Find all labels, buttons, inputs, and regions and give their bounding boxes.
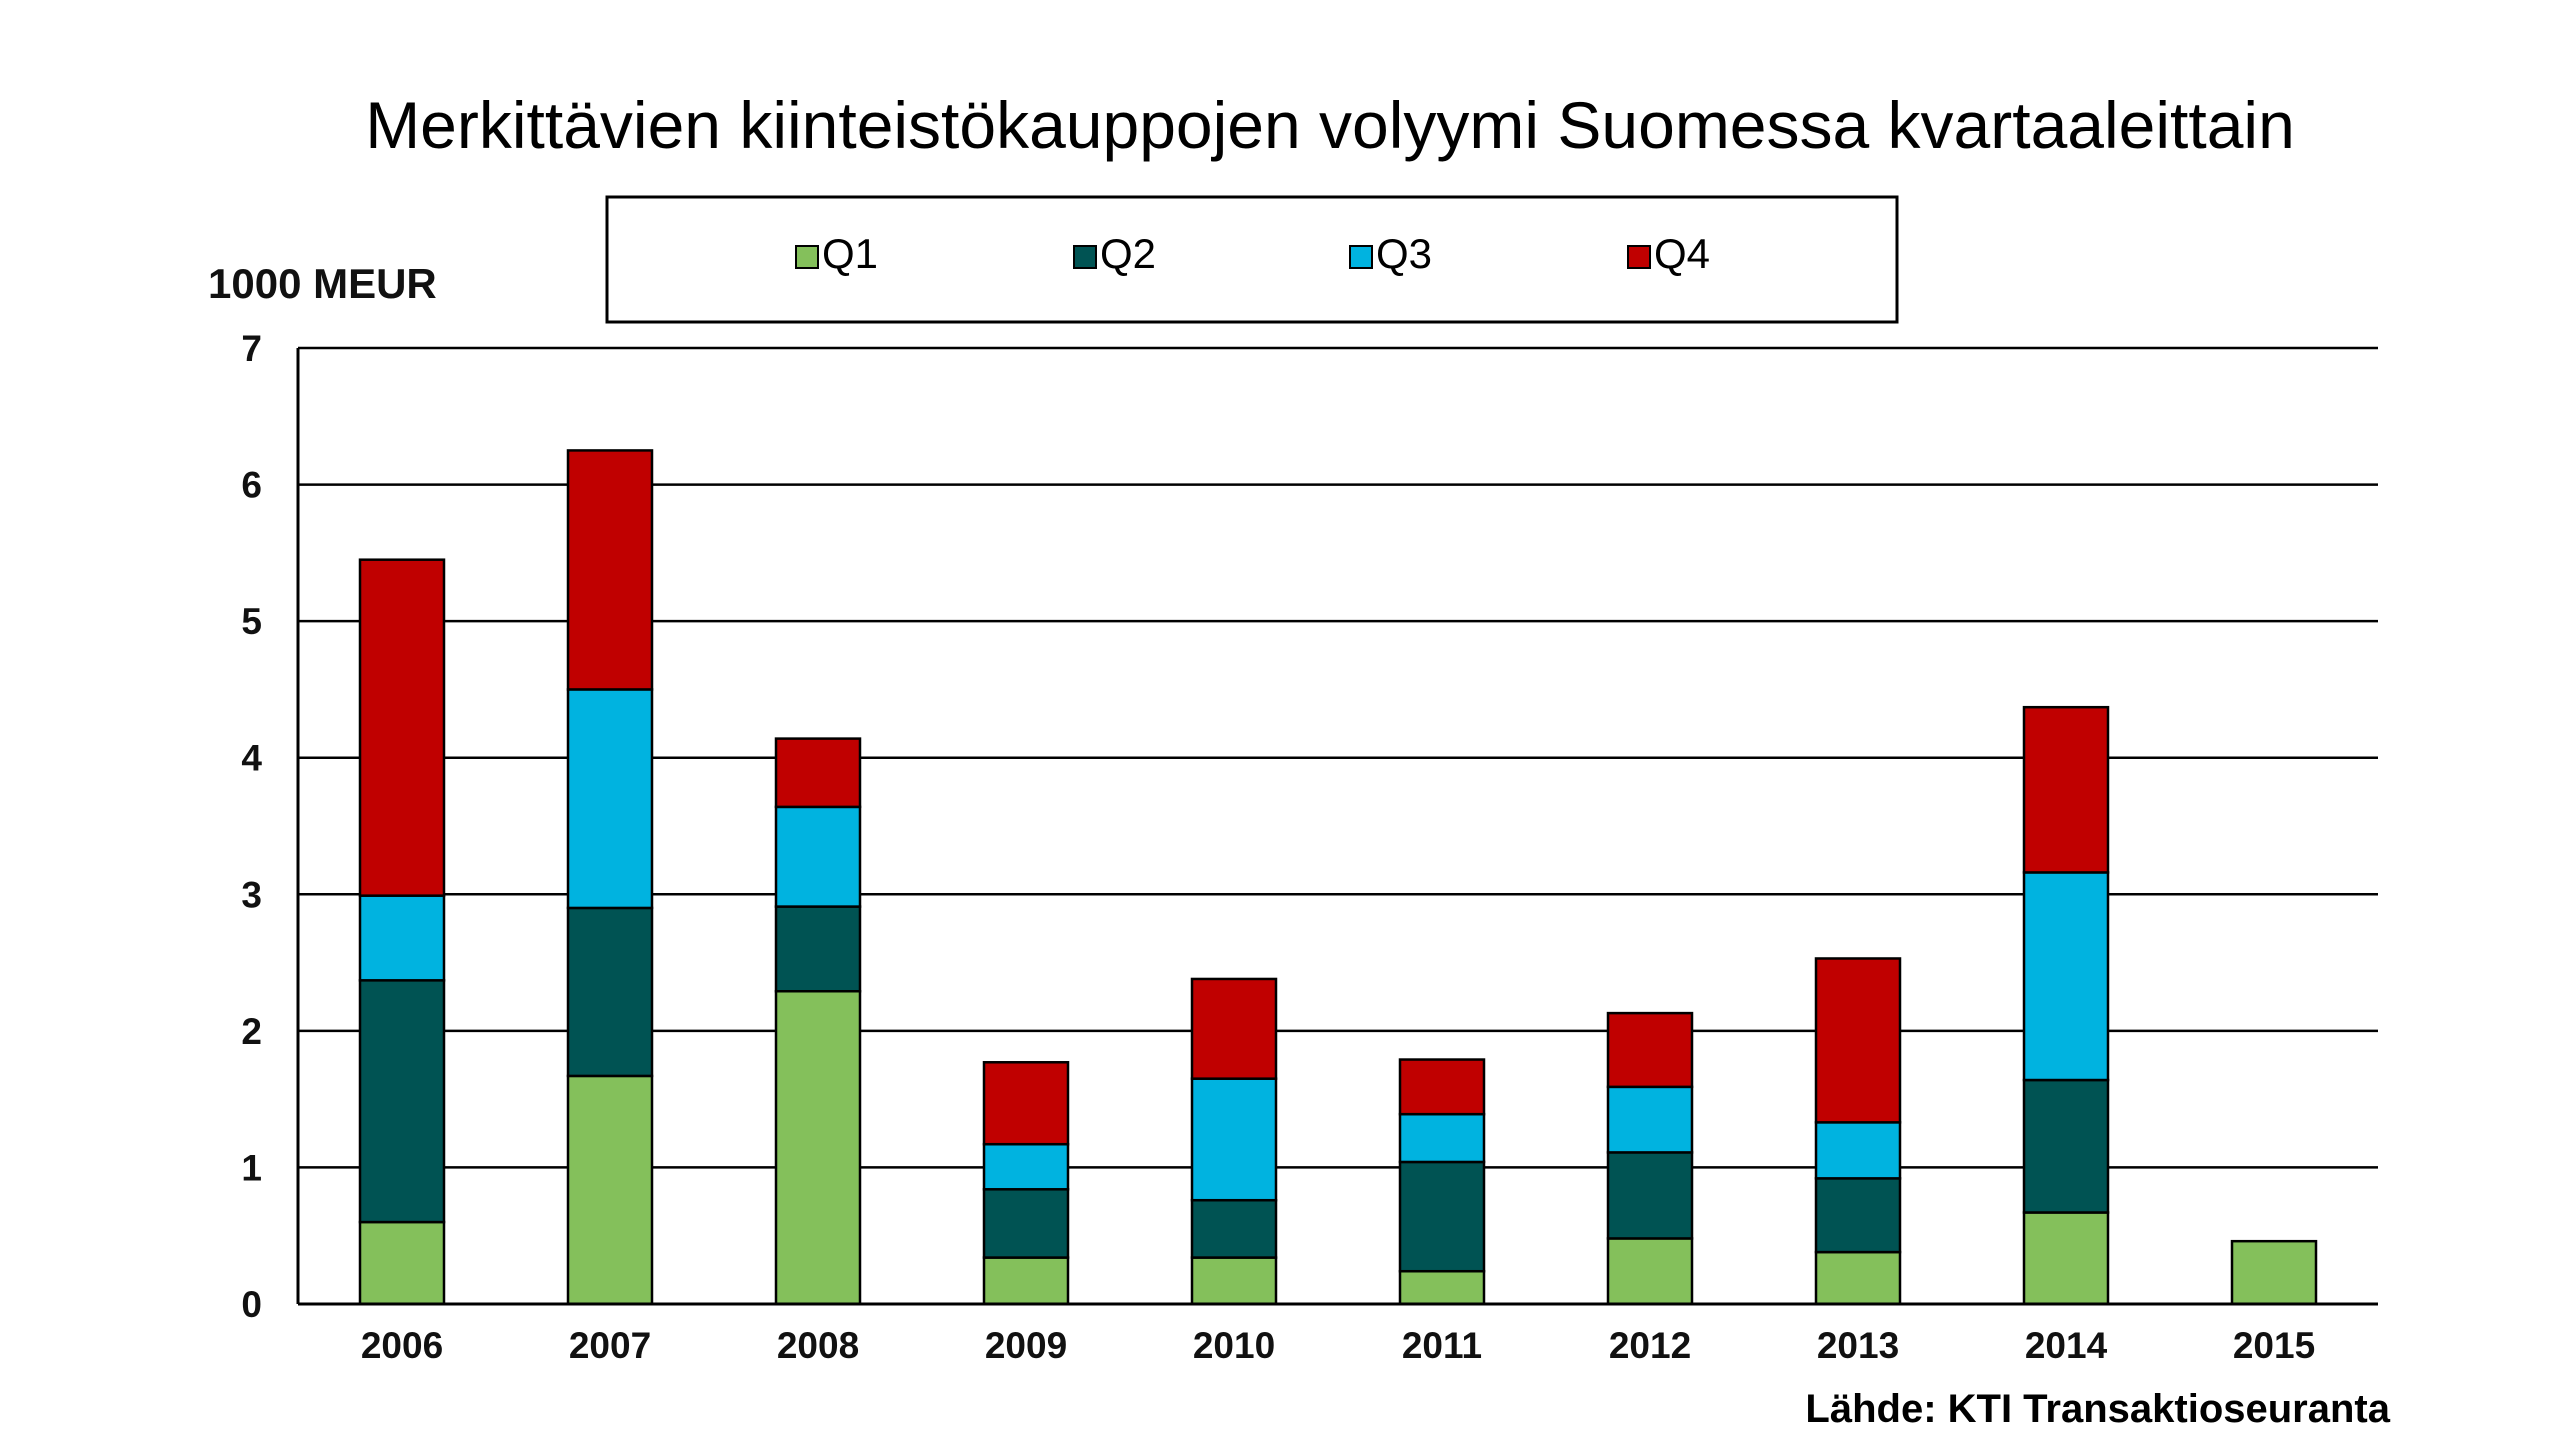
bar-segment-q2-2012 [1606, 1151, 1694, 1240]
legend-label-q2: Q2 [1100, 230, 1156, 277]
legend-swatch-q1 [795, 245, 819, 269]
y-tick-label: 1 [241, 1147, 262, 1188]
bar-segment-q3-2008 [774, 805, 862, 908]
bar-segment-q4-2008 [774, 737, 862, 809]
source-note: Lähde: KTI Transaktioseuranta [1805, 1387, 2390, 1431]
bar-segment-q2-2013 [1814, 1177, 1902, 1254]
bar-segment-q2-2011 [1398, 1160, 1486, 1273]
legend-label-q1: Q1 [822, 230, 878, 277]
bar-segment-q1-2011 [1398, 1269, 1486, 1306]
bar-segment-q4-2009 [982, 1061, 1070, 1146]
legend-swatch-q4 [1627, 245, 1651, 269]
chart-title: Merkittävien kiinteistökauppojen volyymi… [365, 88, 2295, 162]
y-tick-label: 6 [241, 465, 262, 506]
bar-segment-q2-2008 [774, 905, 862, 993]
y-tick-label: 3 [241, 874, 262, 915]
legend-label-q4: Q4 [1654, 230, 1710, 277]
legend-swatch-q3 [1349, 245, 1373, 269]
bar-segment-q4-2013 [1814, 957, 1902, 1124]
bar-segment-q4-2011 [1398, 1058, 1486, 1116]
x-tick-label: 2011 [1402, 1325, 1482, 1366]
bar-segment-q1-2015 [2230, 1239, 2318, 1306]
bar-segment-q1-2007 [566, 1074, 654, 1306]
legend-box [605, 195, 1899, 324]
y-tick-label: 0 [241, 1284, 262, 1325]
bar-segment-q3-2006 [358, 894, 446, 982]
bars [358, 449, 2318, 1306]
x-tick-label: 2006 [361, 1325, 443, 1366]
x-tick-label: 2007 [569, 1325, 651, 1366]
bar-segment-q1-2009 [982, 1256, 1070, 1306]
bar-segment-q3-2007 [566, 688, 654, 910]
bar-segment-q3-2010 [1190, 1077, 1278, 1202]
bar-segment-q3-2013 [1814, 1121, 1902, 1180]
x-tick-label: 2012 [1609, 1325, 1691, 1366]
x-tick-label: 2014 [2025, 1325, 2108, 1366]
y-axis-unit-label: 1000 MEUR [208, 260, 437, 307]
bar-segment-q4-2006 [358, 558, 446, 897]
bar-segment-q2-2010 [1190, 1198, 1278, 1259]
y-tick-label: 7 [241, 328, 262, 369]
y-tick-label: 2 [241, 1011, 262, 1052]
bar-segment-q1-2014 [2022, 1211, 2110, 1306]
bar-segment-q3-2012 [1606, 1085, 1694, 1154]
bar-segment-q4-2007 [566, 449, 654, 691]
bar-segment-q4-2014 [2022, 705, 2110, 874]
bar-segment-q2-2009 [982, 1188, 1070, 1259]
bar-segment-q3-2009 [982, 1142, 1070, 1191]
legend: Q1 Q2 Q3 Q4 [795, 230, 1710, 277]
y-tick-label: 5 [241, 601, 262, 642]
x-tick-label: 2009 [985, 1325, 1067, 1366]
legend-swatch-q2 [1073, 245, 1097, 269]
x-tick-label: 2010 [1193, 1325, 1275, 1366]
bar-segment-q2-2006 [358, 979, 446, 1224]
bar-segment-q1-2010 [1190, 1256, 1278, 1306]
x-tick-label: 2013 [1817, 1325, 1899, 1366]
y-axis-ticks: 0 1 2 3 4 5 6 7 [241, 328, 262, 1325]
bar-segment-q4-2012 [1606, 1011, 1694, 1089]
bar-segment-q3-2014 [2022, 871, 2110, 1082]
bar-segment-q1-2008 [774, 990, 862, 1306]
legend-label-q3: Q3 [1376, 230, 1432, 277]
bar-segment-q1-2006 [358, 1220, 446, 1306]
x-tick-label: 2008 [777, 1325, 859, 1366]
bar-segment-q2-2007 [566, 906, 654, 1078]
bar-segment-q1-2012 [1606, 1237, 1694, 1306]
x-tick-label: 2015 [2233, 1325, 2315, 1366]
bar-segment-q3-2011 [1398, 1112, 1486, 1164]
bar-segment-q2-2014 [2022, 1078, 2110, 1214]
x-axis-ticks: 2006 2007 2008 2009 2010 2011 2012 2013 2014 2015 [361, 1325, 2315, 1366]
bar-segment-q1-2013 [1814, 1250, 1902, 1306]
y-tick-label: 4 [241, 738, 262, 779]
bar-segment-q4-2010 [1190, 977, 1278, 1080]
